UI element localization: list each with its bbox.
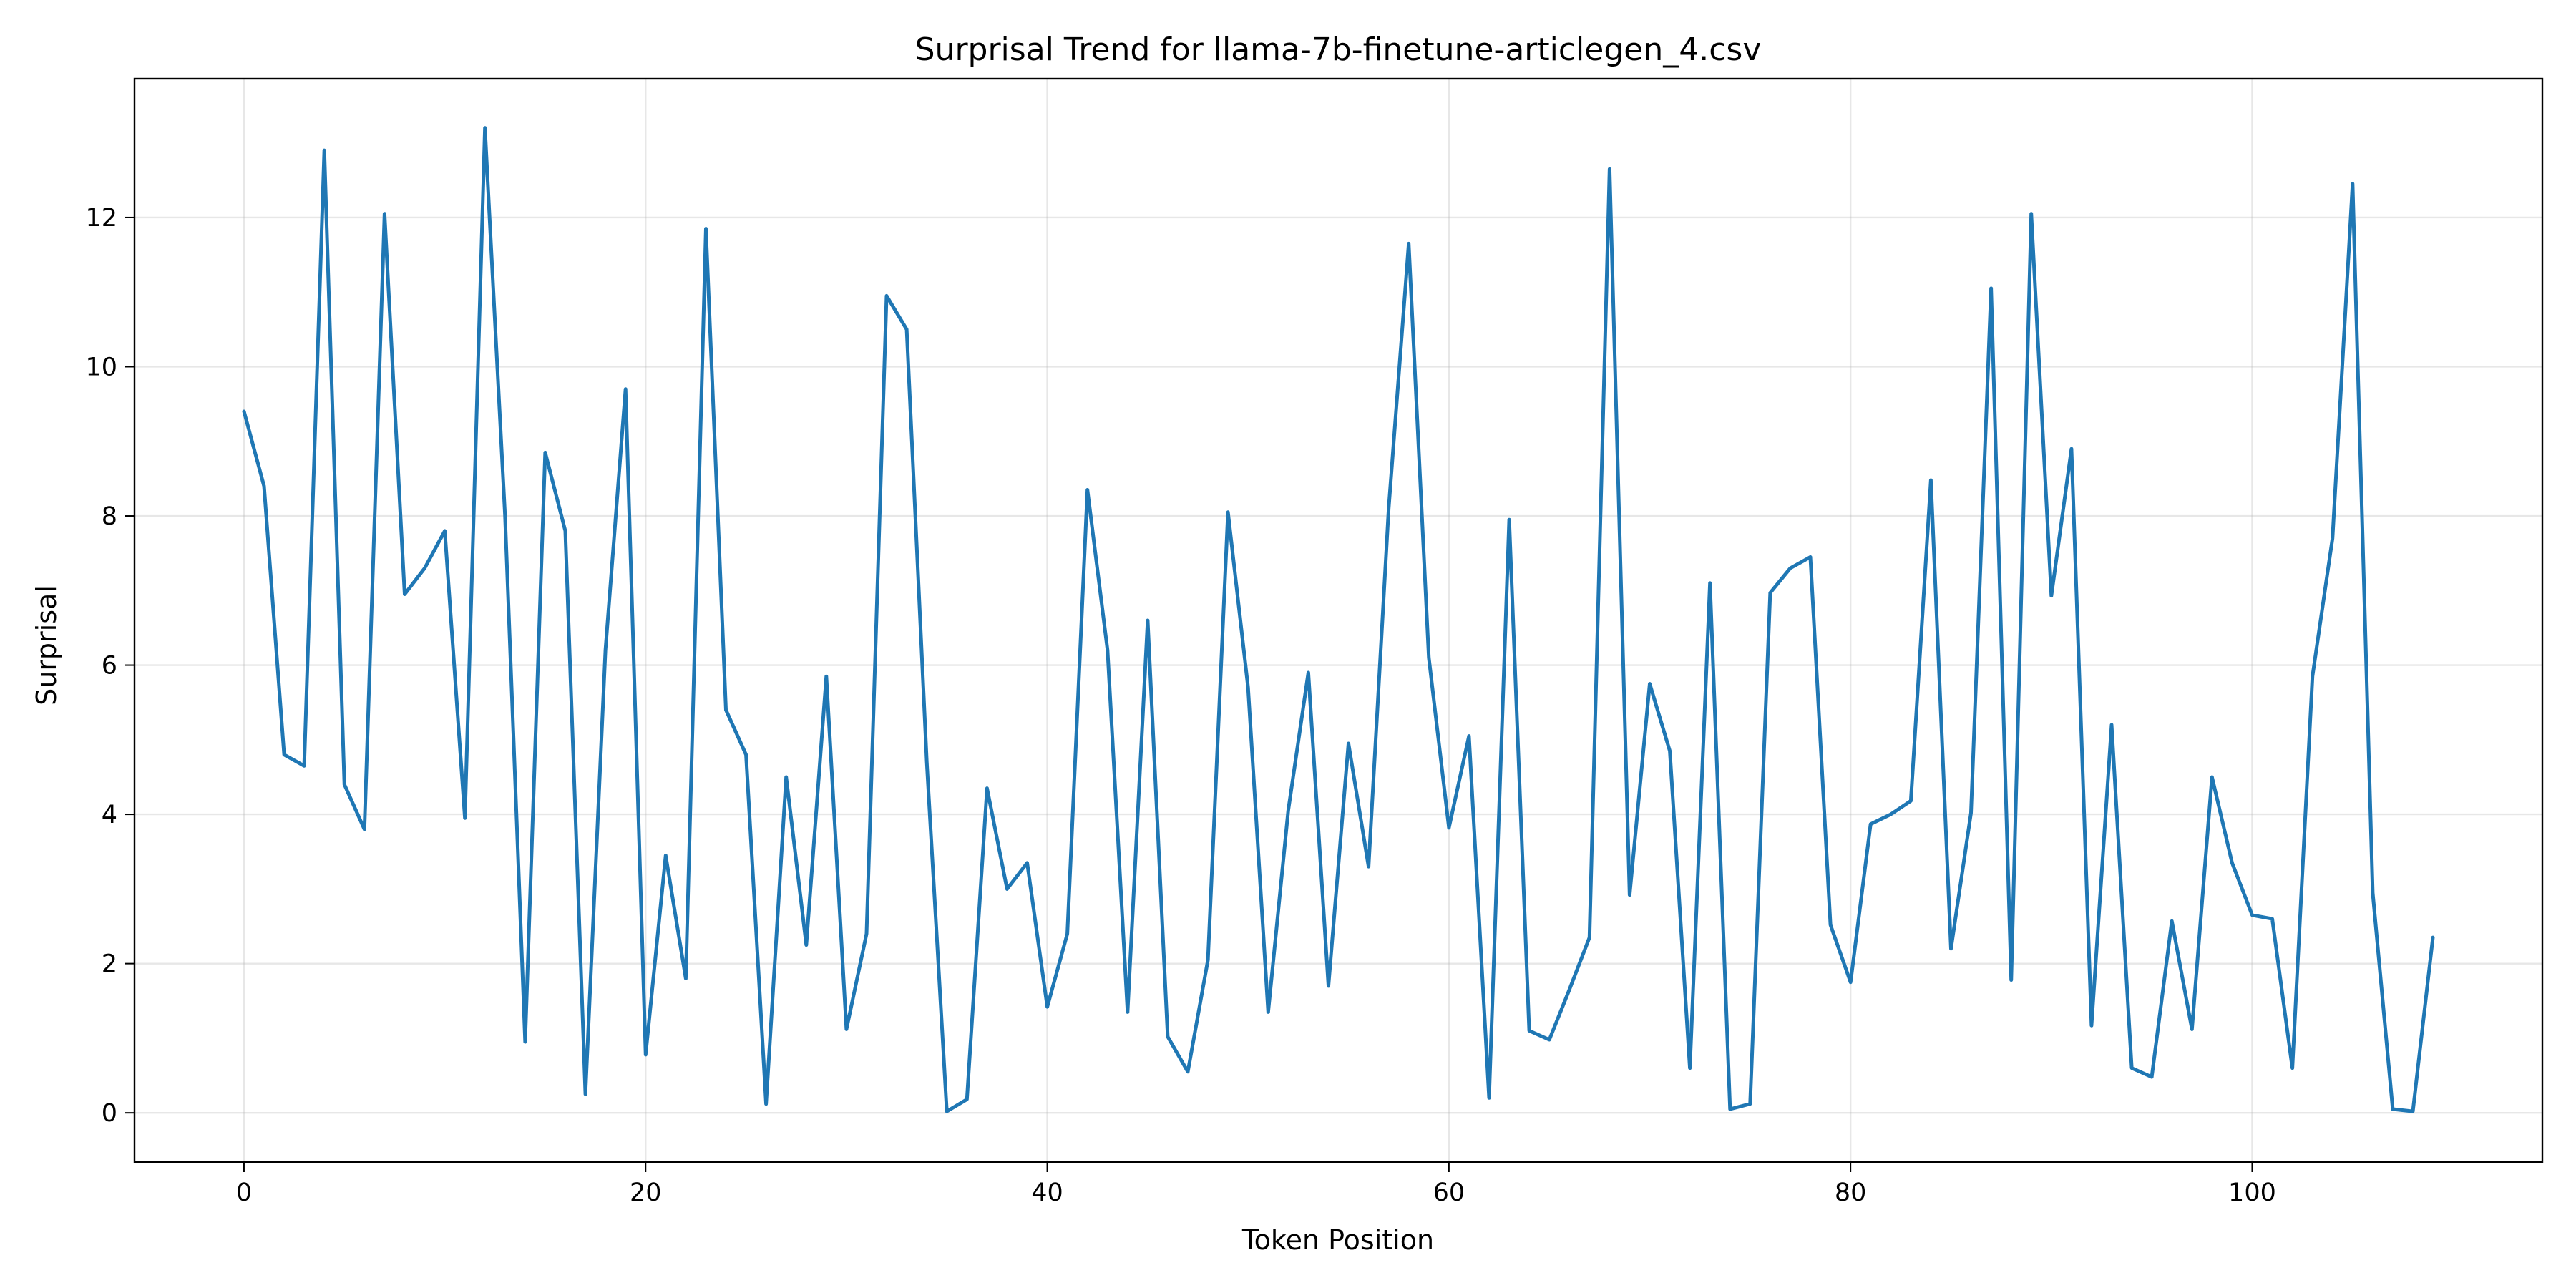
surprisal-series-line [242, 126, 2435, 1113]
x-axis-ticks: 0 20 40 60 80 100 [236, 1162, 2276, 1207]
y-axis-ticks: 0 2 4 6 8 10 12 [85, 204, 135, 1128]
series-layer [242, 126, 2435, 1113]
x-tick-label: 0 [236, 1179, 252, 1207]
y-tick-label: 10 [85, 353, 117, 381]
x-tick-label: 20 [630, 1179, 662, 1207]
chart-title: Surprisal Trend for llama-7b-finetune-ar… [915, 31, 1762, 68]
y-tick-label: 0 [102, 1099, 117, 1128]
grid-lines [135, 79, 2542, 1162]
x-tick-label: 40 [1031, 1179, 1063, 1207]
y-tick-label: 4 [102, 801, 117, 829]
y-tick-label: 8 [102, 502, 117, 531]
plot-frame [133, 77, 2544, 1163]
y-tick-label: 12 [85, 204, 117, 233]
y-tick-label: 6 [102, 652, 117, 680]
y-axis-label: Surprisal [31, 585, 62, 706]
x-tick-label: 100 [2228, 1179, 2276, 1207]
y-tick-label: 2 [102, 950, 117, 979]
x-tick-label: 80 [1835, 1179, 1867, 1207]
x-tick-label: 60 [1433, 1179, 1465, 1207]
x-axis-label: Token Position [1241, 1224, 1434, 1256]
